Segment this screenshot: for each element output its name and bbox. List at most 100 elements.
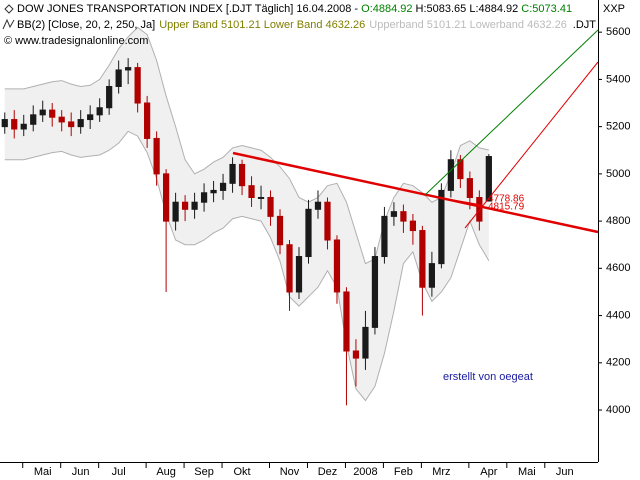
candle-body — [1, 119, 8, 128]
symbol: .DJT — [573, 19, 597, 31]
candle-body — [11, 119, 18, 130]
candle-body — [49, 109, 56, 118]
copyright: © www.tradesignalonline.com — [4, 35, 148, 47]
y-tick-label: 4600 — [606, 262, 630, 274]
header-line: DOW JONES TRANSPORTATION INDEX [.DJT Täg… — [17, 3, 572, 15]
candle-body — [276, 215, 284, 246]
candle-body — [181, 201, 189, 210]
candle-body — [248, 185, 255, 198]
candle-body — [87, 114, 94, 121]
x-tick-label: Mai — [518, 466, 536, 478]
title: DOW JONES TRANSPORTATION INDEX [.DJT Täg… — [17, 3, 361, 15]
candle-body — [58, 116, 65, 123]
candle-body — [400, 211, 407, 222]
candle-body — [238, 163, 246, 187]
candle-body — [134, 67, 141, 104]
candle-body — [229, 163, 236, 184]
candle-body — [39, 109, 46, 116]
trendline — [424, 194, 483, 206]
candle-body — [457, 159, 464, 180]
candle-body — [172, 201, 179, 222]
band-fill — [4, 27, 489, 401]
candle-body — [419, 230, 426, 288]
icon — [2, 18, 15, 30]
y-tick-label: 4200 — [606, 357, 630, 369]
candle-body — [267, 196, 274, 217]
candle-body — [115, 69, 122, 87]
trendline — [232, 151, 599, 234]
x-tick-label: Okt — [233, 466, 250, 478]
candle-body — [428, 263, 435, 288]
candle-body — [438, 189, 445, 265]
x-tick-label: Mrz — [432, 466, 450, 478]
annotation: erstellt von oegeat — [443, 371, 533, 383]
candle-body — [466, 178, 473, 198]
y-tick-label: 5400 — [606, 73, 630, 85]
y-tick-label: 4400 — [606, 309, 630, 321]
y-tick-label: 4800 — [606, 215, 630, 227]
candle-body — [286, 244, 293, 293]
candle-body — [96, 107, 103, 116]
indicator: BB(2) [Close, 20, 2, 250, Ja] — [17, 19, 155, 31]
x-tick-label: Aug — [156, 466, 176, 478]
close-label: C:5073.41 — [521, 3, 572, 15]
high-low-label: H:5083.65 L:4884.92 — [416, 3, 519, 15]
candle-body — [447, 159, 454, 191]
band-values: Upper Band 5101.21 Lower Band 4632.26 — [159, 19, 365, 31]
x-tick-label: Jun — [72, 466, 90, 478]
y-tick-label: 5200 — [606, 121, 630, 133]
candle-body — [352, 350, 360, 359]
x-tick-label: Feb — [394, 466, 413, 478]
y-tick-label: 5600 — [606, 26, 630, 38]
candle-body — [163, 173, 170, 222]
lower-band — [4, 130, 490, 402]
x-tick-label: Dez — [318, 466, 338, 478]
candle-body — [324, 201, 331, 241]
indicator-line: BB(2) [Close, 20, 2, 250, Ja] Upper Band … — [17, 19, 567, 31]
band-values-faint: Upperband 5101.21 Lowerband 4632.26 — [369, 19, 567, 31]
candle-body — [210, 189, 217, 194]
x-tick-label: Jul — [112, 466, 126, 478]
candle-body — [343, 291, 350, 352]
x-tick-label: 2008 — [353, 466, 377, 478]
candle-body — [219, 182, 227, 191]
candle-body — [153, 137, 160, 175]
icon — [4, 4, 14, 14]
candle-body — [125, 67, 132, 71]
candle-body — [295, 256, 303, 293]
plot-area — [1, 26, 492, 406]
x-tick-label: Sep — [194, 466, 214, 478]
x-tick-label: Mai — [34, 466, 52, 478]
trendline — [464, 61, 599, 229]
candle-body — [68, 121, 75, 128]
candle-body — [390, 211, 398, 217]
annotation: 4778.86 — [488, 194, 525, 205]
open-label: O:4884.92 — [361, 3, 412, 15]
candle-body — [333, 239, 341, 293]
x-tick-label: Apr — [480, 466, 497, 478]
candle-body — [314, 201, 322, 210]
candle-body — [257, 196, 265, 199]
upper-band — [4, 26, 489, 265]
candle-body — [362, 326, 369, 359]
candle-body — [30, 114, 37, 125]
candle-body — [371, 256, 379, 328]
trendline — [424, 29, 599, 196]
candle-body — [381, 215, 388, 258]
candle-body — [200, 192, 208, 203]
candle-body — [106, 85, 113, 109]
corner-label: XXP — [603, 3, 625, 15]
candle-body — [191, 201, 198, 210]
candle-body — [20, 123, 27, 130]
y-tick-label: 5000 — [606, 168, 630, 180]
candle-body — [409, 220, 417, 232]
candle-body — [144, 102, 151, 139]
annotation: 4815.79 — [488, 202, 525, 213]
candle-body — [305, 208, 312, 258]
x-tick-label: Nov — [280, 466, 300, 478]
candle-body — [485, 156, 492, 202]
x-tick-label: Jun — [556, 466, 574, 478]
y-tick-label: 4000 — [606, 404, 630, 416]
candle-body — [77, 119, 84, 128]
